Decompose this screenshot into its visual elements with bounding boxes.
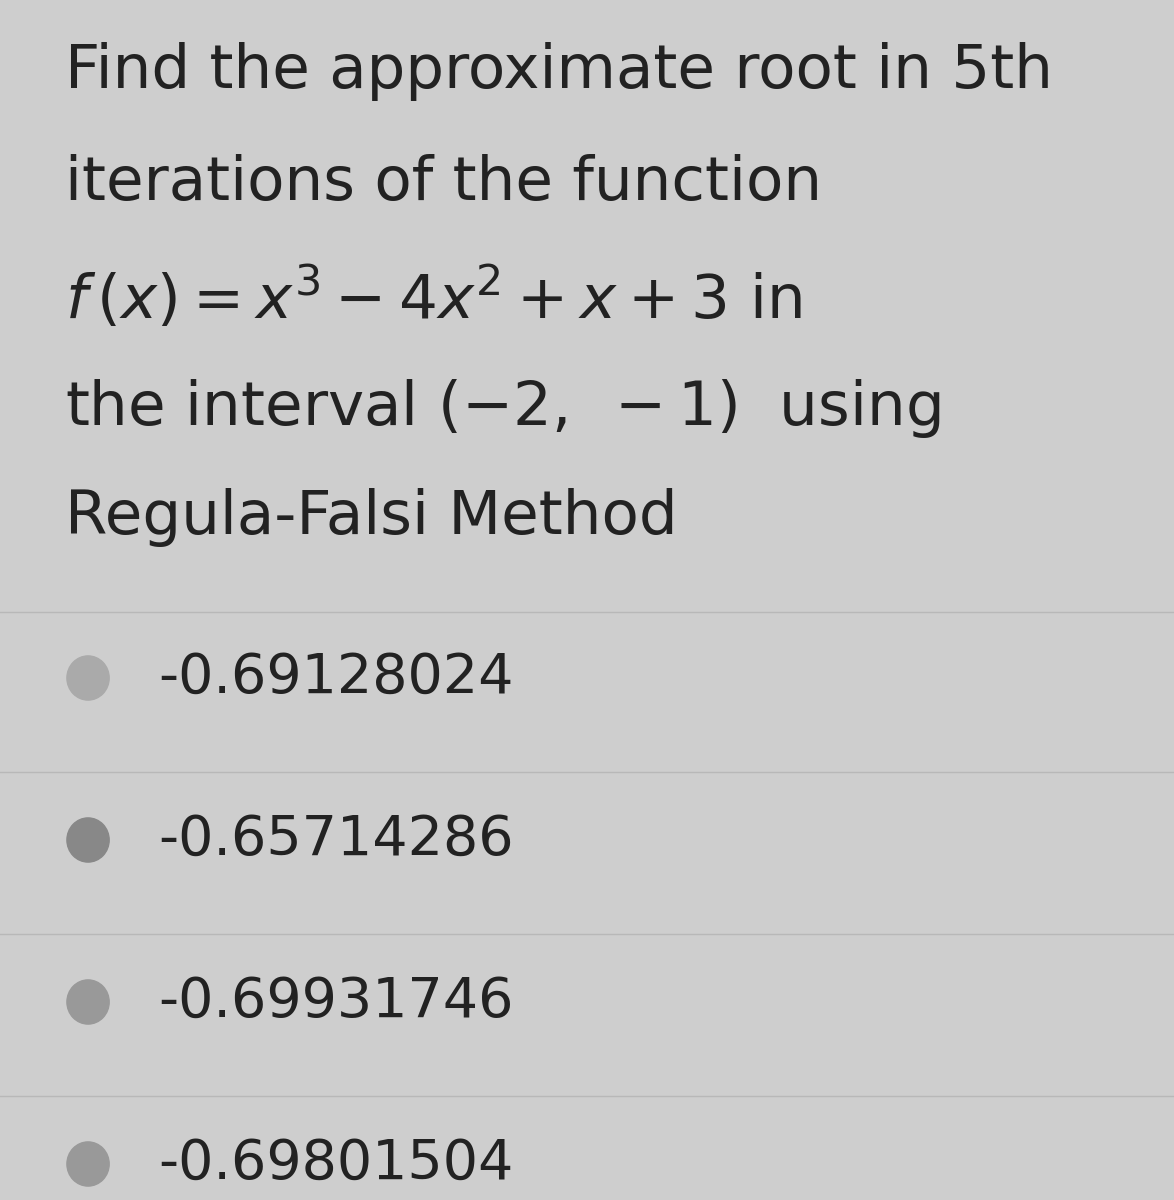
Ellipse shape	[67, 656, 109, 700]
Text: -0.69801504: -0.69801504	[158, 1138, 514, 1190]
Ellipse shape	[67, 980, 109, 1024]
Text: Regula-Falsi Method: Regula-Falsi Method	[65, 488, 677, 547]
Text: Find the approximate root in 5th: Find the approximate root in 5th	[65, 42, 1053, 101]
Text: iterations of the function: iterations of the function	[65, 154, 822, 212]
Text: $f\,(x) = x^3 - 4x^2 + x + 3\ \mathrm{in}$: $f\,(x) = x^3 - 4x^2 + x + 3\ \mathrm{in…	[65, 265, 802, 331]
Text: the interval $(-2,\ -1)$  using: the interval $(-2,\ -1)$ using	[65, 377, 940, 440]
Text: -0.65714286: -0.65714286	[158, 814, 514, 866]
Text: -0.69931746: -0.69931746	[158, 974, 514, 1030]
Text: -0.69128024: -0.69128024	[158, 650, 514, 704]
Ellipse shape	[67, 1142, 109, 1186]
Ellipse shape	[67, 818, 109, 862]
